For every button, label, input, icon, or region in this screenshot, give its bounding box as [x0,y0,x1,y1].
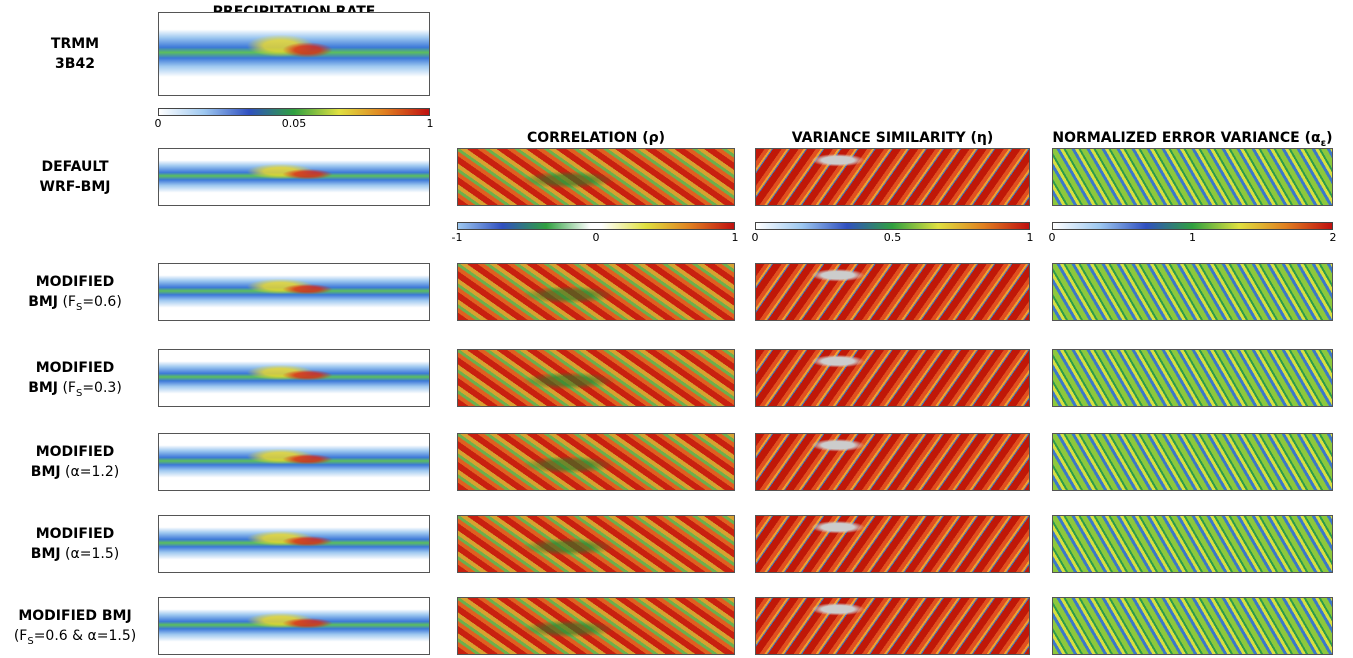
map-panel [755,515,1030,573]
map-panel [158,433,430,491]
map-panel [457,148,735,206]
row-label-bold: BMJ [28,380,58,396]
colorbar-tick-label: 1 [1027,231,1034,244]
row-label-line: BMJ (FS=0.6) [0,292,150,318]
row-label: DEFAULT WRF-BMJ [0,157,150,197]
row-label-param: =0.6 & α=1.5) [34,628,137,644]
colorbar-tick-label: -1 [452,231,463,244]
title-text: ) [1326,130,1332,146]
map-panel [158,597,430,655]
map-panel [457,433,735,491]
title-text: CORRELATION (ρ) [527,130,665,146]
map-panel [1052,349,1333,407]
map-panel [1052,597,1333,655]
map-panel [457,263,735,321]
row-label-line: TRMM [0,34,150,54]
colorbar-tick-label: 0 [1049,231,1056,244]
row-label-param: (F [58,294,76,310]
column-title: CORRELATION (ρ) [527,130,665,146]
colorbar-tick-label: 1 [427,117,434,130]
row-label-line: MODIFIED [0,272,150,292]
row-label-param: (F [14,628,28,644]
colorbar [1052,222,1333,230]
row-label-param: =0.3) [82,380,121,396]
figure: PRECIPITATION RATECORRELATION (ρ)VARIANC… [0,0,1353,658]
row-label-bold: 3B42 [55,56,95,72]
map-panel [158,515,430,573]
map-panel [1052,515,1333,573]
map-panel [158,349,430,407]
row-label-line: DEFAULT [0,157,150,177]
map-panel [755,148,1030,206]
row-label-line: (FS=0.6 & α=1.5) [0,626,150,652]
map-panel [1052,148,1333,206]
map-panel [457,349,735,407]
colorbar-tick-label: 2 [1330,231,1337,244]
row-label-line: BMJ (FS=0.3) [0,378,150,404]
row-label-line: 3B42 [0,54,150,74]
map-panel [158,12,430,96]
map-panel [755,597,1030,655]
map-panel [158,263,430,321]
row-label-line: BMJ (α=1.2) [0,462,150,482]
colorbar [158,108,430,116]
row-label-line: MODIFIED [0,358,150,378]
map-panel [158,148,430,206]
colorbar [755,222,1030,230]
colorbar-tick-label: 1 [732,231,739,244]
row-label-line: BMJ (α=1.5) [0,544,150,564]
column-title: NORMALIZED ERROR VARIANCE (αε) [1052,130,1332,149]
map-panel [1052,433,1333,491]
colorbar [457,222,735,230]
row-label-bold: BMJ [28,294,58,310]
colorbar-tick-label: 1 [1189,231,1196,244]
row-label-param: =0.6) [82,294,121,310]
map-panel [457,515,735,573]
row-label: TRMM 3B42 [0,34,150,74]
column-title: VARIANCE SIMILARITY (η) [792,130,993,146]
colorbar-tick-label: 0 [752,231,759,244]
row-label-line: WRF-BMJ [0,177,150,197]
colorbar-tick-label: 0 [155,117,162,130]
row-label-line: MODIFIED [0,442,150,462]
row-label-param: (F [58,380,76,396]
map-panel [755,433,1030,491]
colorbar-tick-label: 0 [593,231,600,244]
row-label-bold: WRF-BMJ [40,179,111,195]
title-text: VARIANCE SIMILARITY (η) [792,130,993,146]
row-label: MODIFIED BMJ(FS=0.6 & α=1.5) [0,606,150,652]
row-label-bold: BMJ [31,546,61,562]
row-label-param: (α=1.2) [61,464,120,480]
row-label-bold: BMJ [31,464,61,480]
row-label-line: MODIFIED BMJ [0,606,150,626]
row-label-param: (α=1.5) [61,546,120,562]
row-label-line: MODIFIED [0,524,150,544]
map-panel [1052,263,1333,321]
map-panel [457,597,735,655]
colorbar-tick-label: 0.05 [282,117,307,130]
map-panel [755,263,1030,321]
colorbar-tick-label: 0.5 [884,231,902,244]
map-panel [755,349,1030,407]
title-text: NORMALIZED ERROR VARIANCE (α [1052,130,1320,146]
